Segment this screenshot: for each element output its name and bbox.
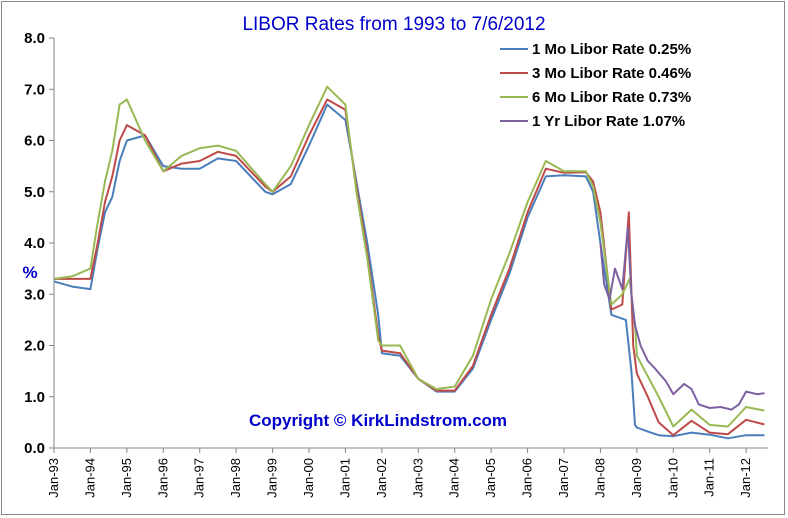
x-tick-label: Jan-93	[46, 458, 61, 498]
y-tick-label: 5.0	[24, 184, 45, 201]
series-line-3	[53, 85, 765, 428]
x-tick-label: Jan-11	[702, 458, 717, 497]
plot-area	[53, 85, 765, 440]
series-line-1	[53, 103, 765, 440]
x-tick-label: Jan-95	[119, 458, 134, 498]
legend-entry: 3 Mo Libor Rate 0.46%	[532, 65, 691, 82]
copyright-annotation: Copyright © KirkLindstrom.com	[249, 411, 507, 430]
axes: 0.0 1.0 2.0 3.0 4.0 5.0 6.0 7.0 8.0 Jan-93 Jan-94 J…	[24, 30, 768, 498]
x-tick-label: Jan-01	[337, 458, 352, 498]
x-tick-label: Jan-02	[374, 458, 389, 498]
x-tick-label: Jan-98	[228, 458, 243, 498]
legend-entry: 1 Mo Libor Rate 0.25%	[532, 41, 691, 58]
x-tick-label: Jan-04	[447, 458, 462, 498]
y-tick-label: 4.0	[24, 235, 45, 252]
x-tick-label: Jan-07	[556, 458, 571, 498]
chart-title: LIBOR Rates from 1993 to 7/6/2012	[242, 14, 545, 35]
y-tick-label: 0.0	[24, 440, 45, 457]
y-tick-label: 8.0	[24, 30, 45, 47]
x-tick-label: Jan-05	[483, 458, 498, 498]
legend-entry: 1 Yr Libor Rate 1.07%	[532, 113, 685, 130]
x-tick-label: Jan-10	[665, 458, 680, 498]
x-tick-label: Jan-12	[738, 458, 753, 498]
x-tick-label: Jan-06	[520, 458, 535, 498]
legend-entry: 6 Mo Libor Rate 0.73%	[532, 89, 691, 106]
series-line-2	[54, 98, 765, 437]
y-tick-label: 6.0	[24, 133, 45, 150]
x-tick-label: Jan-94	[82, 458, 97, 498]
series-line-4	[599, 226, 765, 411]
y-tick-label: 3.0	[24, 286, 45, 303]
x-tick-label: Jan-03	[410, 458, 425, 498]
y-tick-label: 7.0	[24, 81, 45, 98]
y-tick-label: 1.0	[24, 389, 45, 406]
x-tick-label: Jan-08	[592, 458, 607, 498]
y-axis-label: %	[22, 263, 37, 282]
y-tick-label: 2.0	[24, 338, 45, 355]
x-tick-label: Jan-00	[301, 458, 316, 498]
x-tick-label: Jan-99	[265, 458, 280, 498]
legend: 1 Mo Libor Rate 0.25% 3 Mo Libor Rate 0.4…	[500, 41, 691, 130]
x-tick-label: Jan-96	[155, 458, 170, 498]
x-tick-label: Jan-97	[192, 458, 207, 498]
x-tick-label: Jan-09	[629, 458, 644, 498]
